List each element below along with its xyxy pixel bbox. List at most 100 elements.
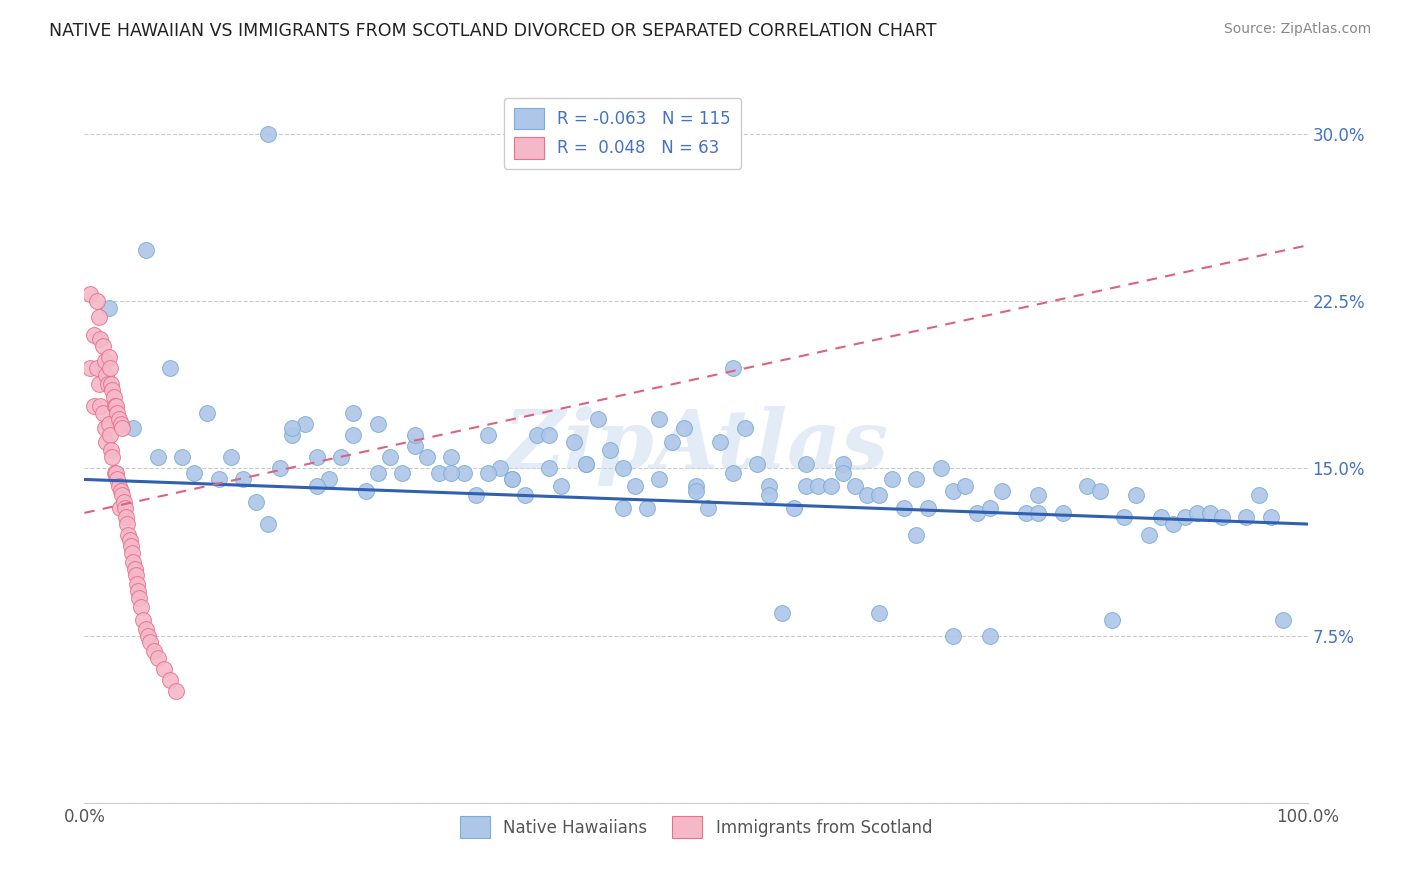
Point — [991, 483, 1014, 498]
Point — [86, 293, 108, 308]
Point — [98, 360, 121, 375]
Point — [120, 539, 142, 553]
Point — [648, 473, 671, 487]
Point — [550, 479, 572, 493]
Point — [599, 443, 621, 458]
Point — [979, 501, 1001, 516]
Point — [747, 457, 769, 471]
Point — [1211, 510, 1233, 524]
Point — [1101, 613, 1123, 627]
Point — [1260, 510, 1282, 524]
Point — [453, 466, 475, 480]
Point — [502, 473, 524, 487]
Point — [513, 488, 536, 502]
Point — [89, 332, 111, 346]
Point — [697, 501, 720, 516]
Point — [477, 466, 499, 480]
Point — [305, 479, 328, 493]
Point — [112, 494, 135, 508]
Point — [245, 494, 267, 508]
Point — [104, 399, 127, 413]
Point — [107, 479, 129, 493]
Point — [367, 466, 389, 480]
Point — [101, 384, 124, 398]
Point — [97, 301, 120, 315]
Point — [136, 628, 159, 642]
Point — [97, 350, 120, 364]
Point — [146, 651, 169, 665]
Point — [111, 421, 134, 435]
Point — [129, 599, 152, 614]
Point — [1137, 528, 1160, 542]
Point — [1187, 506, 1209, 520]
Point — [905, 528, 928, 542]
Point — [96, 368, 118, 382]
Point — [489, 461, 512, 475]
Point — [1028, 506, 1050, 520]
Point — [869, 488, 891, 502]
Point — [880, 473, 903, 487]
Point — [685, 483, 707, 498]
Point — [354, 483, 377, 498]
Point — [1088, 483, 1111, 498]
Point — [477, 427, 499, 442]
Point — [135, 622, 157, 636]
Point — [127, 583, 149, 598]
Point — [122, 555, 145, 569]
Point — [942, 628, 965, 642]
Point — [502, 473, 524, 487]
Point — [672, 421, 695, 435]
Point — [586, 412, 609, 426]
Point — [118, 533, 141, 547]
Point — [110, 483, 132, 498]
Point — [342, 405, 364, 419]
Point — [105, 405, 128, 419]
Point — [105, 473, 128, 487]
Point — [94, 354, 117, 368]
Point — [101, 450, 124, 464]
Point — [942, 483, 965, 498]
Point — [83, 399, 105, 413]
Point — [281, 421, 304, 435]
Point — [114, 501, 136, 516]
Point — [165, 684, 187, 698]
Point — [1125, 488, 1147, 502]
Point — [115, 510, 138, 524]
Point — [538, 427, 561, 442]
Point — [143, 644, 166, 658]
Point — [172, 450, 194, 464]
Point — [195, 405, 218, 419]
Point — [893, 501, 915, 516]
Point — [98, 427, 121, 442]
Point — [100, 443, 122, 458]
Point — [1150, 510, 1173, 524]
Point — [318, 473, 340, 487]
Point — [111, 488, 134, 502]
Point — [96, 434, 118, 449]
Point — [709, 434, 731, 449]
Point — [1272, 613, 1295, 627]
Point — [380, 450, 402, 464]
Point — [100, 376, 122, 391]
Point — [1247, 488, 1270, 502]
Point — [721, 466, 744, 480]
Point — [104, 466, 127, 480]
Point — [966, 506, 988, 520]
Point — [153, 662, 176, 676]
Point — [844, 479, 866, 493]
Point — [869, 607, 891, 621]
Point — [105, 399, 128, 413]
Point — [464, 488, 486, 502]
Point — [661, 434, 683, 449]
Point — [807, 479, 830, 493]
Point — [1161, 516, 1184, 531]
Point — [770, 607, 793, 621]
Legend: Native Hawaiians, Immigrants from Scotland: Native Hawaiians, Immigrants from Scotla… — [453, 810, 939, 845]
Point — [526, 427, 548, 442]
Point — [427, 466, 450, 480]
Point — [734, 421, 756, 435]
Point — [562, 434, 585, 449]
Point — [305, 450, 328, 464]
Point — [115, 516, 138, 531]
Point — [440, 466, 463, 480]
